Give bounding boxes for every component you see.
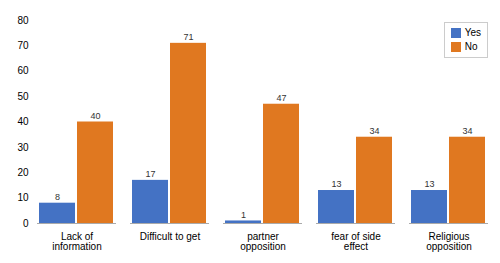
svg-text:50: 50 bbox=[17, 91, 29, 102]
svg-text:13: 13 bbox=[424, 179, 434, 189]
svg-text:10: 10 bbox=[17, 192, 29, 203]
svg-text:70: 70 bbox=[17, 40, 29, 51]
svg-text:40: 40 bbox=[90, 111, 100, 121]
svg-text:60: 60 bbox=[17, 65, 29, 76]
svg-text:40: 40 bbox=[17, 116, 29, 127]
html-text:Yes: Yes bbox=[464, 27, 481, 38]
html-text:No: No bbox=[464, 41, 478, 52]
svg-text:80: 80 bbox=[17, 15, 29, 26]
svg-text:Religiousopposition: Religiousopposition bbox=[426, 231, 472, 252]
svg-text:partneropposition: partneropposition bbox=[240, 231, 286, 252]
svg-text:30: 30 bbox=[17, 142, 29, 153]
svg-text:Lack ofinformation: Lack ofinformation bbox=[52, 231, 101, 252]
svg-text:71: 71 bbox=[183, 32, 193, 42]
svg-text:34: 34 bbox=[369, 126, 379, 136]
svg-text:20: 20 bbox=[17, 167, 29, 178]
svg-text:fear of sideeffect: fear of sideeffect bbox=[331, 231, 381, 252]
svg-text:0: 0 bbox=[23, 218, 29, 229]
svg-text:17: 17 bbox=[145, 169, 155, 179]
svg-text:1: 1 bbox=[241, 210, 246, 220]
svg-text:Difficult to get: Difficult to get bbox=[140, 231, 201, 242]
svg-text:8: 8 bbox=[55, 192, 60, 202]
svg-text:34: 34 bbox=[462, 126, 472, 136]
svg-text:47: 47 bbox=[276, 93, 286, 103]
svg-text:13: 13 bbox=[331, 179, 341, 189]
